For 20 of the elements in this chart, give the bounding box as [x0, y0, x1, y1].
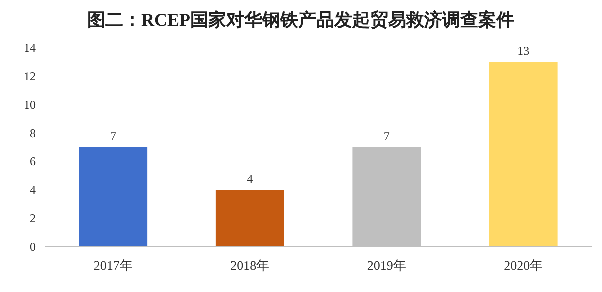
- x-tick-label: 2018年: [230, 258, 270, 273]
- data-label: 4: [247, 172, 254, 186]
- x-tick-label: 2019年: [367, 258, 406, 273]
- bar: [489, 62, 558, 247]
- y-tick-label: 4: [30, 183, 36, 198]
- bar: [79, 148, 148, 247]
- data-label: 7: [110, 130, 116, 144]
- data-label: 13: [518, 44, 530, 58]
- y-tick-label: 0: [30, 240, 36, 254]
- bar: [216, 190, 284, 247]
- x-tick-label: 2020年: [504, 258, 544, 273]
- x-tick-label: 2017年: [94, 258, 133, 273]
- y-tick-label: 6: [30, 154, 36, 169]
- y-tick-label: 12: [24, 69, 36, 84]
- y-tick-label: 2: [30, 212, 36, 226]
- data-label: 7: [384, 130, 390, 144]
- chart-title: 图二：RCEP国家对华钢铁产品发起贸易救济调查案件: [88, 10, 514, 30]
- y-tick-label: 8: [30, 126, 36, 140]
- y-tick-label: 14: [24, 41, 36, 55]
- y-tick-label: 10: [24, 98, 36, 112]
